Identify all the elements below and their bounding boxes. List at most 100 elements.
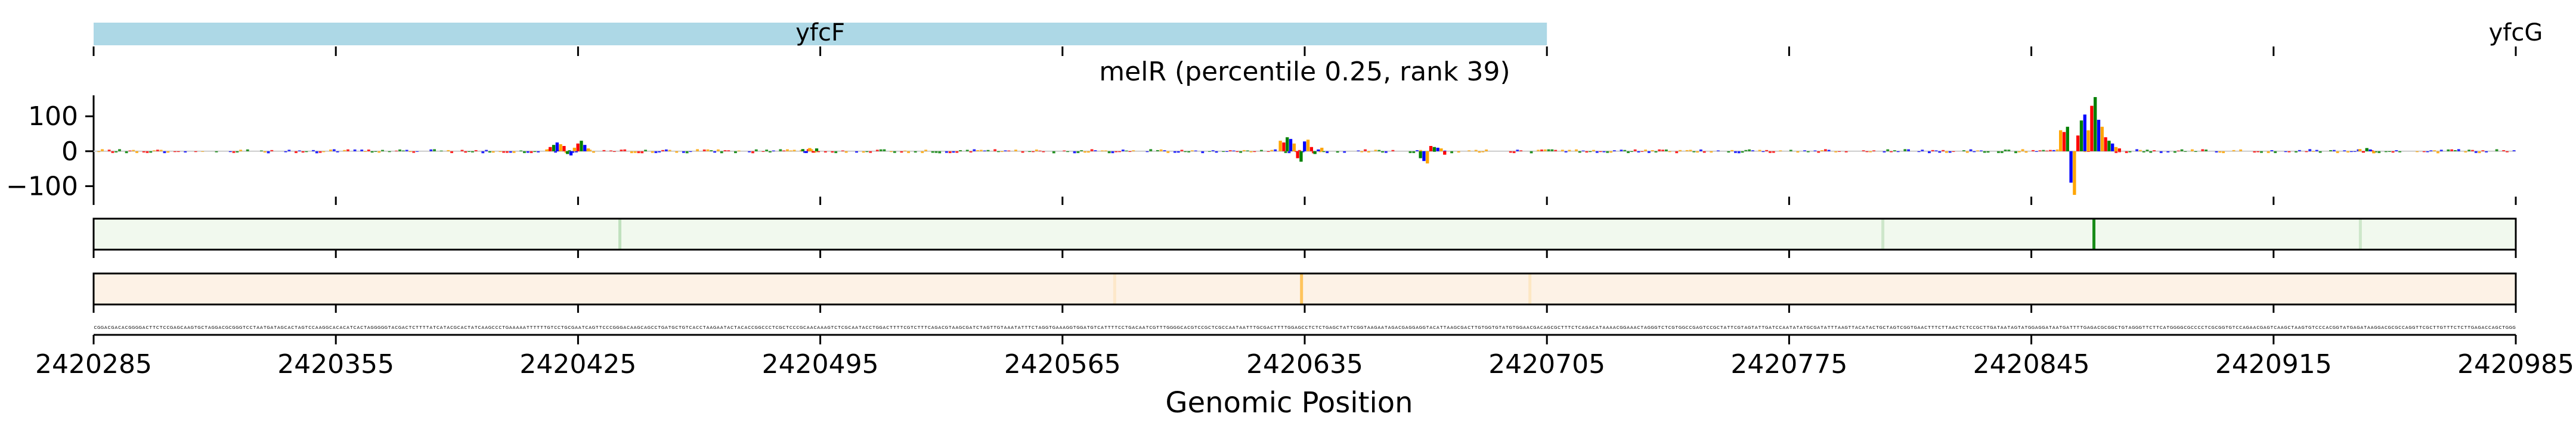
logo-letter-mark <box>1689 150 1692 151</box>
sequence-letter: C <box>848 325 851 330</box>
logo-letter-mark <box>499 151 502 153</box>
logo-letter-mark <box>132 150 135 151</box>
sequence-letter: G <box>2336 325 2339 330</box>
logo-letter-mark <box>467 151 471 153</box>
logo-letter-mark <box>2118 151 2121 153</box>
logo-letter-mark <box>2388 151 2391 152</box>
logo-peak-mark <box>576 143 580 151</box>
sequence-letter: A <box>1056 325 1059 330</box>
logo-peak-mark <box>1443 151 1447 155</box>
logo-letter-mark <box>1509 151 1512 153</box>
sequence-letter: G <box>2111 325 2114 330</box>
logo-letter-mark <box>1519 150 1523 151</box>
logo-letter-mark <box>869 151 872 153</box>
sequence-letter: A <box>1918 325 1921 330</box>
sequence-letter: A <box>1523 325 1526 330</box>
sequence-letter: G <box>506 325 509 330</box>
logo-letter-mark <box>1478 151 1481 153</box>
logo-letter-mark <box>1651 150 1654 151</box>
sequence-letter: A <box>1329 325 1332 330</box>
logo-letter-mark <box>1734 151 1737 153</box>
logo-letter-mark <box>416 151 419 152</box>
logo-letter-mark <box>322 151 326 153</box>
sequence-letter: T <box>294 325 298 330</box>
logo-letter-mark <box>710 150 713 151</box>
logo-letter-mark <box>1156 150 1159 151</box>
sequence-letter: A <box>2243 325 2246 330</box>
sequence-letter: G <box>1176 325 1179 330</box>
sequence-letter: A <box>2405 325 2408 330</box>
sequence-letter: T <box>550 325 554 330</box>
logo-letter-mark <box>1364 149 1367 151</box>
logo-letter-mark <box>1236 151 1239 153</box>
logo-letter-mark <box>1612 150 1616 151</box>
sequence-letter: C <box>1302 325 1305 330</box>
logo-letter-mark <box>1066 151 1069 153</box>
sequence-letter: A <box>1502 325 1505 330</box>
sequence-letter: G <box>571 325 574 330</box>
sequence-letter: A <box>2056 325 2059 330</box>
logo-letter-mark <box>526 151 530 153</box>
sequence-letter: C <box>1122 325 1125 330</box>
sequence-letter: A <box>2001 325 2004 330</box>
logo-letter-mark <box>1298 150 1301 151</box>
sequence-letter: A <box>2475 325 2478 330</box>
logo-peak-mark <box>2073 151 2076 195</box>
logo-letter-mark <box>1561 150 1564 151</box>
sequence-letter: A <box>104 325 107 330</box>
sequence-letter: T <box>2073 325 2076 330</box>
sequence-letter: G <box>488 325 491 330</box>
sequence-letter: C <box>1312 325 1315 330</box>
logo-peak-mark <box>1289 139 1293 151</box>
logo-letter-mark <box>111 151 114 153</box>
sequence-letter: G <box>1713 325 1716 330</box>
logo-letter-mark <box>2312 151 2315 152</box>
sequence-letter: G <box>326 325 329 330</box>
sequence-letter: G <box>620 325 623 330</box>
sequence-letter: C <box>2485 325 2488 330</box>
sequence-letter: A <box>744 325 747 330</box>
sequence-letter: G <box>1454 325 1457 330</box>
logo-letter-mark <box>1817 151 1820 153</box>
logo-letter-mark <box>491 151 495 153</box>
sequence-letter: G <box>2218 325 2221 330</box>
logo-letter-mark <box>2349 151 2353 153</box>
sequence-letter: C <box>813 325 816 330</box>
sequence-letter: C <box>1571 325 1574 330</box>
sequence-letter: C <box>250 325 253 330</box>
sequence-letter: C <box>2322 325 2325 330</box>
sequence-letter: C <box>789 325 792 330</box>
sequence-letter: A <box>2298 325 2301 330</box>
sequence-letter: T <box>194 325 197 330</box>
logo-letter-mark <box>620 150 623 151</box>
sequence-letter: C <box>1354 325 1357 330</box>
logo-letter-mark <box>184 151 187 153</box>
signal-track-1 <box>92 217 2517 258</box>
sequence-letter: C <box>1810 325 1813 330</box>
logo-letter-mark <box>2436 151 2439 154</box>
sequence-letter: T <box>872 325 875 330</box>
logo-letter-mark <box>1485 149 1488 151</box>
logo-letter-mark <box>1433 151 1436 152</box>
sequence-letter: G <box>1620 325 1623 330</box>
sequence-letter: A <box>1381 325 1384 330</box>
sequence-letter: A <box>2264 325 2267 330</box>
logo-letter-mark <box>547 149 550 151</box>
logo-letter-mark <box>1903 149 1907 151</box>
logo-peak-mark <box>562 146 566 151</box>
sequence-letter: T <box>924 325 927 330</box>
sequence-letter: C <box>2194 325 2197 330</box>
logo-letter-mark <box>682 151 685 153</box>
logo-letter-mark <box>336 151 339 153</box>
sequence-letter: T <box>1028 325 1032 330</box>
sequence-letter: T <box>1574 325 1578 330</box>
logo-letter-mark <box>433 149 436 151</box>
sequence-letter: T <box>2007 325 2011 330</box>
logo-peak-mark <box>1419 151 1422 158</box>
sequence-letter: T <box>1426 325 1429 330</box>
logo-letter-mark <box>955 151 959 153</box>
logo-letter-mark <box>1806 151 1810 153</box>
logo-letter-mark <box>1730 150 1734 151</box>
sequence-letter: A <box>1800 325 1803 330</box>
logo-letter-mark <box>1758 150 1761 151</box>
